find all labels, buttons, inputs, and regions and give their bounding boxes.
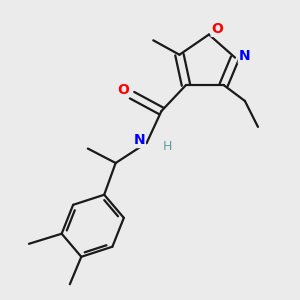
- Text: H: H: [162, 140, 172, 153]
- Text: O: O: [211, 22, 223, 36]
- Text: N: N: [238, 49, 250, 63]
- Text: O: O: [117, 83, 129, 97]
- Text: N: N: [134, 134, 145, 148]
